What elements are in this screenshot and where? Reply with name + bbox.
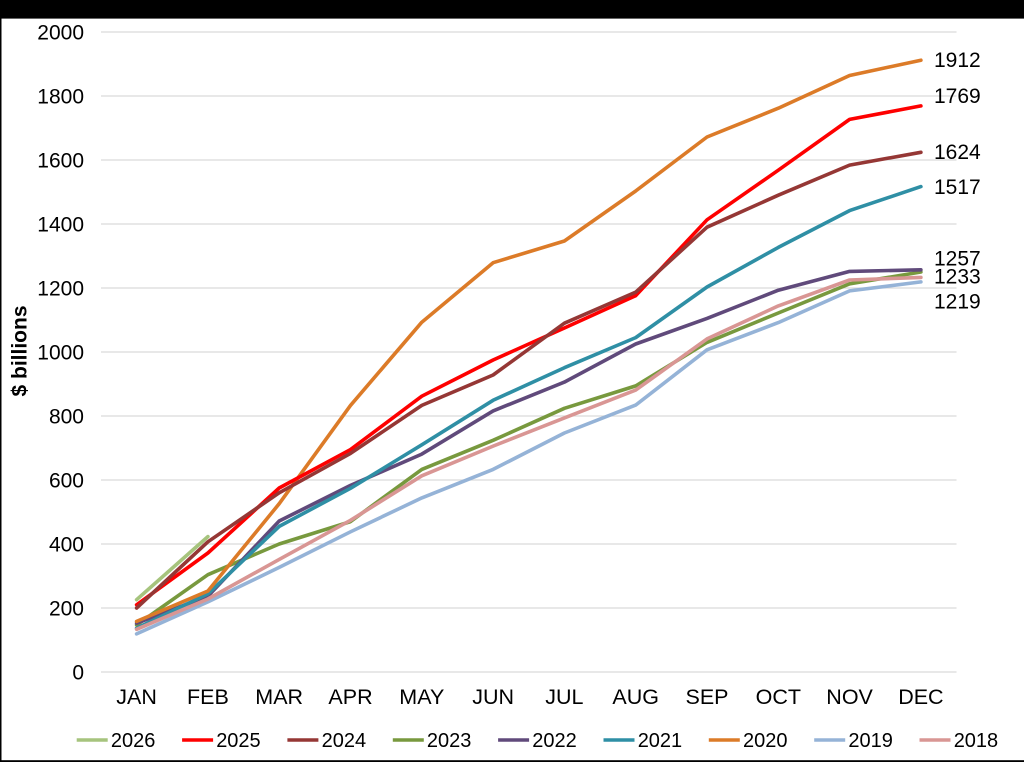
svg-text:NOV: NOV <box>826 685 873 709</box>
svg-text:JAN: JAN <box>116 685 157 709</box>
svg-text:2024: 2024 <box>322 730 367 752</box>
svg-text:$ billions: $ billions <box>9 305 32 396</box>
svg-text:800: 800 <box>49 405 84 428</box>
svg-text:1257: 1257 <box>934 248 981 271</box>
svg-text:JUL: JUL <box>545 685 583 709</box>
svg-text:JUN: JUN <box>472 685 514 709</box>
svg-text:2000: 2000 <box>37 21 84 44</box>
svg-text:2021: 2021 <box>638 730 683 752</box>
svg-text:SEP: SEP <box>685 685 728 709</box>
svg-text:1600: 1600 <box>37 149 84 172</box>
svg-text:AUG: AUG <box>612 685 659 709</box>
svg-text:2023: 2023 <box>427 730 472 752</box>
svg-text:1800: 1800 <box>37 85 84 108</box>
svg-text:MAR: MAR <box>255 685 303 709</box>
svg-text:400: 400 <box>49 533 84 556</box>
svg-text:2019: 2019 <box>848 730 893 752</box>
svg-text:1400: 1400 <box>37 213 84 236</box>
svg-text:1000: 1000 <box>37 341 84 364</box>
svg-text:1517: 1517 <box>934 176 981 199</box>
svg-text:1200: 1200 <box>37 277 84 300</box>
svg-text:OCT: OCT <box>756 685 801 709</box>
svg-text:APR: APR <box>328 685 372 709</box>
svg-text:0: 0 <box>72 661 84 684</box>
svg-text:1219: 1219 <box>934 291 981 314</box>
svg-text:200: 200 <box>49 597 84 620</box>
svg-text:MAY: MAY <box>399 685 444 709</box>
svg-text:1624: 1624 <box>934 141 981 164</box>
svg-text:1912: 1912 <box>934 49 981 72</box>
svg-text:2020: 2020 <box>743 730 788 752</box>
svg-text:FEB: FEB <box>187 685 229 709</box>
svg-text:1233: 1233 <box>934 266 981 289</box>
svg-text:2022: 2022 <box>532 730 577 752</box>
svg-text:2025: 2025 <box>216 730 261 752</box>
svg-text:1769: 1769 <box>934 85 981 108</box>
svg-text:600: 600 <box>49 469 84 492</box>
svg-text:DEC: DEC <box>898 685 943 709</box>
svg-text:2018: 2018 <box>954 730 999 752</box>
svg-text:2026: 2026 <box>111 730 155 752</box>
